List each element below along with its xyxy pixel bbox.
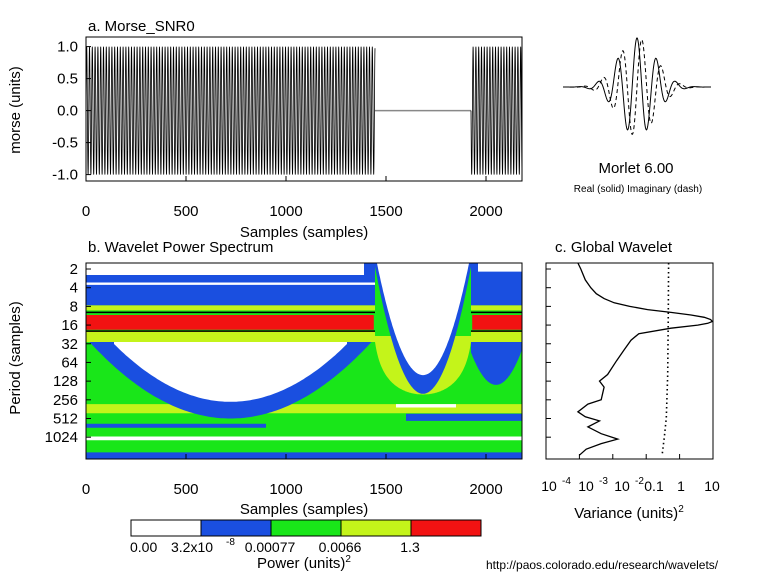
morlet-wavelet-plot bbox=[562, 37, 712, 135]
colorbar-label-4: 1.3 bbox=[400, 539, 420, 555]
colorbar-label-0: 0.00 bbox=[130, 539, 157, 555]
power-level-red-right bbox=[472, 315, 522, 330]
power-level-blue-lowband bbox=[86, 413, 522, 459]
a-xtick-label: 500 bbox=[173, 203, 198, 220]
b-ytick-label: 64 bbox=[61, 354, 78, 371]
c-xtick-label-1e-2-base: 10 bbox=[614, 478, 630, 494]
morlet-imaginary-curve bbox=[562, 39, 712, 135]
panel-c-yticks bbox=[545, 268, 714, 459]
footer-url: http://paos.colorado.edu/research/wavele… bbox=[486, 558, 719, 572]
b-ytick-label: 4 bbox=[70, 280, 78, 297]
b-ytick-label: 1024 bbox=[45, 429, 78, 446]
b-ytick-label: 512 bbox=[53, 411, 78, 428]
panel-c-frame bbox=[545, 262, 714, 460]
c-xtick-label-10: 10 bbox=[704, 478, 720, 494]
panel-a-yticks: -1.0 -0.5 0.0 0.5 1.0 bbox=[52, 39, 91, 184]
panel-c: c. Global Wavelet 10 -4 10 -3 10 -2 0.1 … bbox=[541, 239, 720, 522]
a-xtick-label: 2000 bbox=[469, 203, 502, 220]
a-ytick-label: -1.0 bbox=[52, 167, 78, 184]
power-level-white-lowband bbox=[86, 404, 522, 441]
power-level-yellowgreen-lowband bbox=[86, 404, 522, 414]
power-level-yellowgreen-band bbox=[86, 305, 522, 336]
panel-b-title: b. Wavelet Power Spectrum bbox=[88, 239, 273, 256]
b-ytick-label: 16 bbox=[61, 317, 78, 334]
c-xtick-label-1e-3-exp: -3 bbox=[599, 476, 608, 487]
panel-c-xticks: 10 -4 10 -3 10 -2 0.1 1 10 bbox=[541, 476, 720, 494]
b-ytick-label: 128 bbox=[53, 373, 78, 390]
b-xtick-label: 2000 bbox=[469, 481, 502, 498]
c-xtick-label-1: 1 bbox=[677, 478, 685, 494]
global-wavelet-plot bbox=[576, 262, 714, 456]
panel-a-ylabel: morse (units) bbox=[7, 66, 24, 154]
panel-a-frame bbox=[85, 36, 523, 182]
a-xtick-label: 1000 bbox=[269, 203, 302, 220]
power-level-white-gap bbox=[377, 263, 469, 376]
power-level-red-left bbox=[86, 315, 374, 330]
b-xtick-label: 500 bbox=[173, 481, 198, 498]
colorbar-label-2: 0.00077 bbox=[245, 539, 296, 555]
a-ytick-label: 0.0 bbox=[57, 103, 78, 120]
colorbar-label-1-base: 3.2x10 bbox=[171, 539, 213, 555]
power-level-white-top bbox=[86, 263, 522, 285]
morlet-real-curve bbox=[563, 37, 711, 131]
panel-a-xlabel: Samples (samples) bbox=[240, 224, 368, 241]
colorbar: 0.00 3.2x10 -8 0.00077 0.0066 1.3 Power … bbox=[130, 519, 482, 572]
c-xtick-label-1e-2-exp: -2 bbox=[635, 476, 644, 487]
colorbar-box-3 bbox=[340, 519, 412, 537]
c-xtick-label-1e-4-exp: -4 bbox=[562, 476, 571, 487]
b-ytick-label: 32 bbox=[61, 336, 78, 353]
morlet-panel: Morlet 6.00 Real (solid) Imaginary (dash… bbox=[562, 37, 712, 195]
a-ytick-label: 0.5 bbox=[57, 71, 78, 88]
power-level-blue-right bbox=[471, 338, 522, 385]
colorbar-box-0 bbox=[130, 519, 202, 537]
colorbar-boxes bbox=[130, 519, 482, 537]
panel-c-title: c. Global Wavelet bbox=[555, 239, 673, 256]
panel-b-ylabel: Period (samples) bbox=[7, 301, 24, 414]
panel-c-xlabel: Variance (units)2 bbox=[574, 504, 684, 522]
significance-contour bbox=[86, 311, 522, 332]
panel-b-frame bbox=[85, 262, 523, 460]
morse-signal-plot bbox=[86, 46, 522, 175]
c-xtick-label-1e-3-base: 10 bbox=[578, 478, 594, 494]
significance-curve bbox=[661, 262, 670, 456]
colorbar-title: Power (units)2 bbox=[257, 554, 351, 572]
a-ytick-label: 1.0 bbox=[57, 39, 78, 56]
wavelet-power-plot bbox=[86, 263, 522, 459]
power-level-white-arc bbox=[114, 342, 347, 402]
c-xtick-label-1e-4-base: 10 bbox=[541, 478, 557, 494]
power-level-yellowgreen-left bbox=[86, 336, 375, 342]
colorbar-label-3: 0.0066 bbox=[319, 539, 362, 555]
signal-segment-2 bbox=[470, 46, 522, 175]
a-ytick-label: -0.5 bbox=[52, 135, 78, 152]
panel-a-xticks: 0 500 1000 1500 2000 bbox=[82, 176, 503, 220]
panel-b-xticks: 0 500 1000 1500 2000 bbox=[82, 454, 503, 498]
a-xtick-label: 1500 bbox=[369, 203, 402, 220]
b-ytick-label: 8 bbox=[70, 298, 78, 315]
signal-segment-0 bbox=[86, 46, 376, 175]
colorbar-label-1-exp: -8 bbox=[226, 537, 235, 548]
b-xtick-label: 1500 bbox=[369, 481, 402, 498]
b-xtick-label: 0 bbox=[82, 481, 90, 498]
colorbar-box-2 bbox=[270, 519, 342, 537]
morlet-title: Morlet 6.00 bbox=[598, 160, 673, 177]
b-ytick-label: 2 bbox=[70, 261, 78, 278]
panel-a-title: a. Morse_SNR0 bbox=[88, 18, 195, 35]
colorbar-box-4 bbox=[410, 519, 482, 537]
b-xtick-label: 1000 bbox=[269, 481, 302, 498]
global-wavelet-curve bbox=[576, 262, 714, 456]
panel-a: a. Morse_SNR0 -1.0 -0.5 0.0 0.5 1.0 0 500 1000… bbox=[7, 18, 523, 241]
c-xtick-label-0.1: 0.1 bbox=[644, 478, 664, 494]
b-ytick-label: 256 bbox=[53, 392, 78, 409]
a-xtick-label: 0 bbox=[82, 203, 90, 220]
power-level-yellowgreen-right bbox=[471, 336, 522, 342]
colorbar-box-1 bbox=[200, 519, 272, 537]
panel-b-xlabel: Samples (samples) bbox=[240, 501, 368, 518]
morlet-subtitle: Real (solid) Imaginary (dash) bbox=[574, 184, 702, 195]
